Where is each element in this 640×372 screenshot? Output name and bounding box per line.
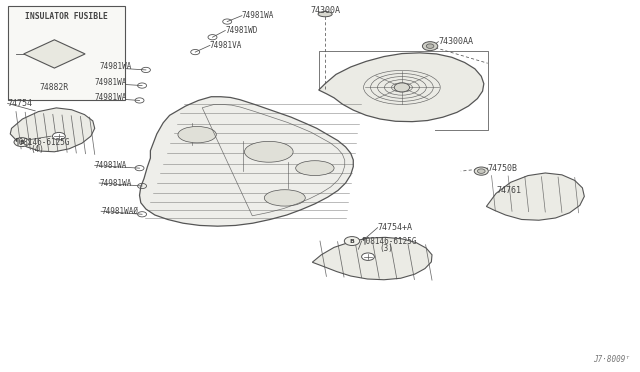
Text: 74750B: 74750B — [488, 164, 518, 173]
Ellipse shape — [178, 126, 216, 143]
Circle shape — [422, 42, 438, 51]
Text: 74754+A: 74754+A — [378, 223, 413, 232]
Text: B: B — [19, 140, 24, 145]
Ellipse shape — [296, 161, 334, 176]
Circle shape — [344, 237, 360, 246]
Polygon shape — [486, 173, 584, 220]
Polygon shape — [140, 97, 353, 226]
Polygon shape — [24, 40, 85, 68]
Text: INSULATOR FUSIBLE: INSULATOR FUSIBLE — [25, 12, 108, 21]
Text: 74981WAØ: 74981WAØ — [101, 207, 138, 216]
Circle shape — [14, 138, 29, 147]
Text: J7·8009ᵀ: J7·8009ᵀ — [593, 355, 630, 364]
Text: B: B — [349, 238, 355, 244]
Ellipse shape — [318, 12, 332, 17]
Text: 74981WA: 74981WA — [99, 62, 132, 71]
Text: 74882R: 74882R — [40, 83, 69, 92]
Text: ¶08146-6125G: ¶08146-6125G — [14, 138, 70, 147]
Text: 74981WA: 74981WA — [95, 93, 127, 102]
Text: 74981WA: 74981WA — [95, 78, 127, 87]
Polygon shape — [319, 53, 484, 122]
Text: 74300A: 74300A — [310, 6, 340, 15]
Text: ¶08146-6125G: ¶08146-6125G — [362, 237, 417, 246]
Circle shape — [477, 169, 485, 173]
Text: 74981VA: 74981VA — [210, 41, 243, 50]
Polygon shape — [10, 108, 95, 152]
Text: (4): (4) — [31, 145, 45, 154]
Circle shape — [426, 44, 434, 48]
Text: 74981WA: 74981WA — [99, 179, 132, 187]
Ellipse shape — [244, 141, 293, 162]
Ellipse shape — [264, 190, 305, 206]
Circle shape — [394, 83, 410, 92]
Text: 74761: 74761 — [496, 186, 521, 195]
Text: 74300AA: 74300AA — [438, 37, 474, 46]
Text: 74981WA: 74981WA — [95, 161, 127, 170]
Polygon shape — [312, 237, 432, 280]
FancyBboxPatch shape — [8, 6, 125, 100]
Circle shape — [474, 167, 488, 175]
Text: 74754: 74754 — [8, 99, 33, 108]
Text: 74981WD: 74981WD — [225, 26, 258, 35]
Circle shape — [52, 132, 65, 140]
Text: 74981WA: 74981WA — [242, 11, 275, 20]
Text: (3): (3) — [379, 244, 393, 253]
Circle shape — [362, 253, 374, 260]
